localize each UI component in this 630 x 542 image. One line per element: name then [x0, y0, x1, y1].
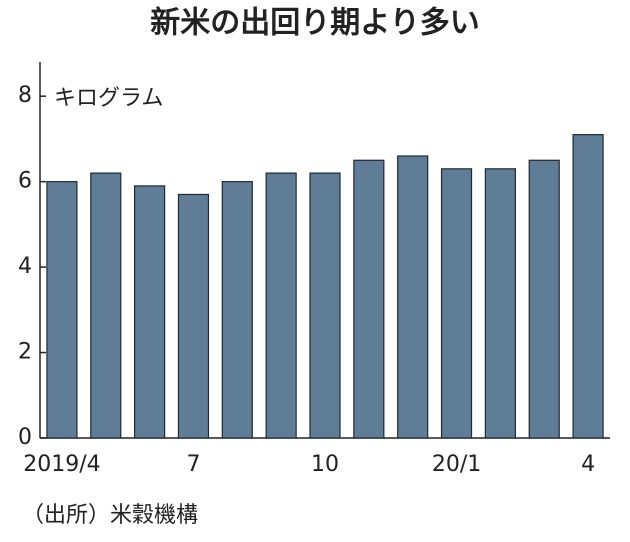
bar	[90, 172, 122, 439]
bar	[221, 181, 253, 439]
y-tick-label: 2	[18, 340, 32, 365]
bar	[46, 181, 78, 439]
source-note: （出所）米穀機構	[22, 503, 198, 528]
y-tick-label: 0	[18, 425, 32, 450]
x-tick-label: 2019/4	[23, 452, 100, 477]
chart-title: 新米の出回り期より多い	[150, 6, 479, 41]
x-tick-label: 4	[581, 452, 595, 477]
y-tick-label: 4	[18, 254, 32, 279]
bar	[440, 168, 473, 439]
bar	[484, 168, 516, 439]
x-tick-label: 10	[311, 452, 339, 477]
bar	[134, 185, 166, 439]
x-tick-label: 20/1	[432, 452, 481, 477]
y-tick-label: 6	[18, 169, 32, 194]
y-tick-label: 8	[18, 83, 32, 108]
y-unit-label: キログラム	[54, 86, 163, 111]
bar	[572, 134, 604, 439]
bar	[309, 172, 341, 439]
bar	[397, 155, 429, 439]
bar	[265, 172, 297, 439]
bar	[353, 159, 385, 439]
bar	[528, 159, 560, 439]
x-tick-label: 7	[186, 452, 200, 477]
bar	[177, 193, 210, 439]
